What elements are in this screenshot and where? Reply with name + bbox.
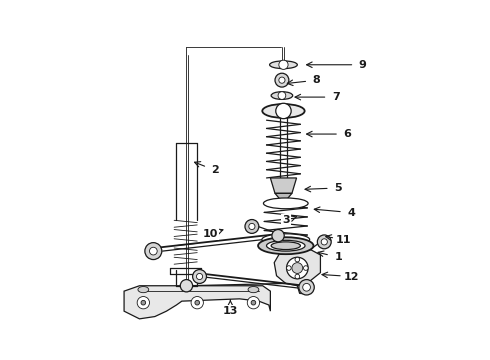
Circle shape: [303, 266, 308, 270]
Circle shape: [276, 103, 291, 119]
Circle shape: [195, 300, 199, 305]
Ellipse shape: [271, 242, 300, 249]
Circle shape: [141, 300, 146, 305]
Circle shape: [303, 283, 311, 291]
Text: 12: 12: [343, 271, 359, 282]
Circle shape: [145, 243, 162, 260]
Circle shape: [251, 300, 256, 305]
Circle shape: [321, 239, 327, 245]
Circle shape: [249, 223, 255, 230]
Circle shape: [275, 73, 289, 87]
Text: 1: 1: [334, 252, 342, 262]
Circle shape: [149, 247, 157, 255]
Circle shape: [299, 280, 314, 295]
Circle shape: [295, 257, 300, 262]
Ellipse shape: [258, 237, 314, 254]
Polygon shape: [275, 193, 292, 203]
Ellipse shape: [248, 287, 259, 293]
Polygon shape: [274, 249, 320, 286]
Text: 6: 6: [343, 129, 351, 139]
Circle shape: [247, 297, 260, 309]
Circle shape: [287, 266, 291, 270]
Text: 13: 13: [222, 306, 238, 316]
Circle shape: [191, 297, 203, 309]
Circle shape: [287, 257, 308, 279]
Text: 8: 8: [313, 75, 320, 85]
Ellipse shape: [270, 61, 297, 69]
Circle shape: [318, 235, 331, 249]
Ellipse shape: [262, 234, 310, 245]
Text: 11: 11: [336, 235, 351, 244]
Ellipse shape: [271, 92, 293, 99]
Circle shape: [295, 274, 300, 279]
Text: 9: 9: [359, 60, 367, 70]
Text: 7: 7: [332, 92, 340, 102]
Circle shape: [180, 280, 193, 292]
Ellipse shape: [138, 287, 149, 293]
Text: 5: 5: [334, 183, 342, 193]
Text: 4: 4: [347, 208, 355, 217]
Circle shape: [278, 92, 286, 99]
Text: 2: 2: [211, 165, 219, 175]
Circle shape: [245, 220, 259, 233]
Circle shape: [292, 263, 303, 274]
Text: 10: 10: [203, 229, 218, 239]
Circle shape: [279, 60, 288, 69]
Circle shape: [272, 230, 284, 242]
Circle shape: [193, 270, 206, 283]
Circle shape: [196, 274, 203, 280]
Text: 3: 3: [282, 215, 290, 225]
Ellipse shape: [267, 240, 305, 251]
Ellipse shape: [262, 104, 305, 118]
Polygon shape: [124, 286, 270, 319]
Ellipse shape: [264, 198, 308, 209]
Circle shape: [279, 77, 285, 83]
Circle shape: [137, 297, 149, 309]
Polygon shape: [270, 178, 296, 193]
